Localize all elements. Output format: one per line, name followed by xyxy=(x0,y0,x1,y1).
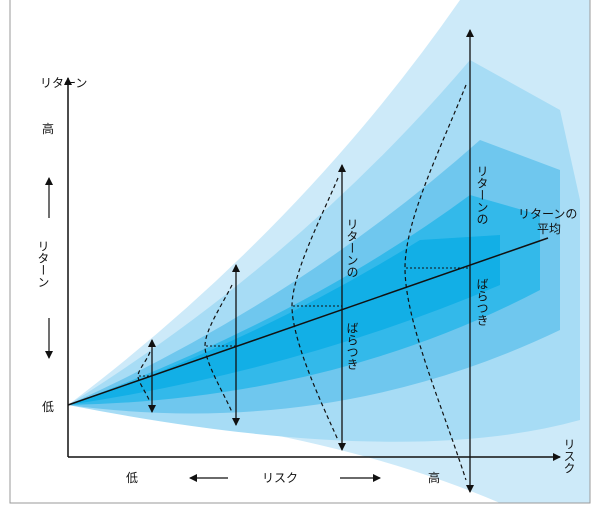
x-axis-label: リスク xyxy=(262,471,298,485)
distribution-cone xyxy=(68,0,590,503)
y-axis-label: リターン xyxy=(36,240,50,288)
cone-mid xyxy=(68,140,560,414)
mean-return-line xyxy=(67,237,549,406)
distribution-curve-1 xyxy=(137,351,151,403)
cone-core xyxy=(68,235,500,405)
x-axis-high: 高 xyxy=(428,470,440,485)
distribution-curve-4 xyxy=(404,84,467,481)
dispersion-label-3a: リターンの xyxy=(345,218,359,278)
dispersion-label-4a: リターンの xyxy=(475,165,489,225)
y-axis-high: 高 xyxy=(42,121,54,136)
distribution-curve-3 xyxy=(291,177,339,441)
y-axis-title: リターン xyxy=(40,76,87,90)
y-axis-low: 低 xyxy=(42,400,54,414)
x-axis-low: 低 xyxy=(126,471,138,485)
dispersion-label-4b: ばらつき xyxy=(475,278,489,326)
mean-label-line2: 平均 xyxy=(537,222,561,236)
frame xyxy=(9,0,591,504)
distribution-curve-2 xyxy=(204,284,233,413)
x-axis-title: リスク xyxy=(562,438,576,474)
dispersion-label-3b: ばらつき xyxy=(345,322,359,370)
mean-label-line1: リターンの xyxy=(518,207,577,221)
